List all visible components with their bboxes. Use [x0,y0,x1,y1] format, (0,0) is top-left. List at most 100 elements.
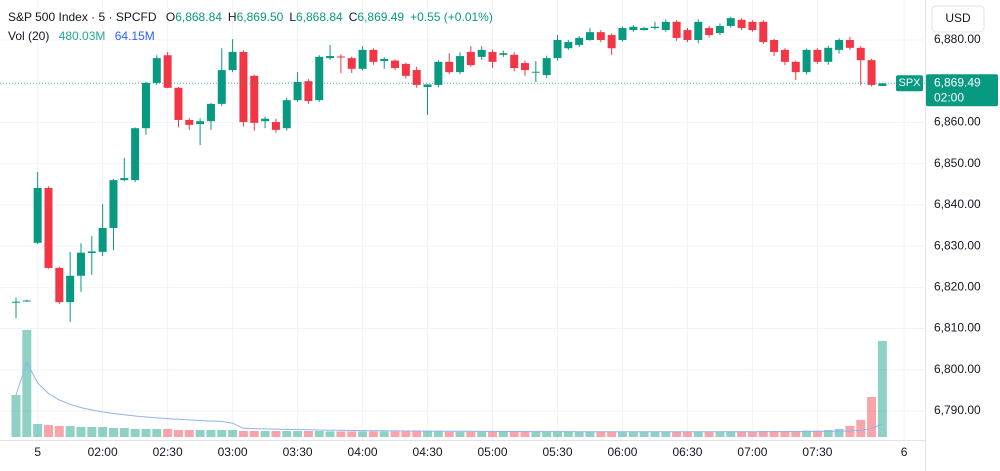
x-tick-label: 07:30 [802,445,832,459]
candle-body [163,55,172,88]
x-tick-label: 04:30 [413,445,443,459]
volume-value: 480.03M [59,29,106,43]
candle-body [141,82,150,129]
candles [12,16,887,322]
symbol-badge [896,75,923,92]
candle-body [66,275,75,303]
candle-body [434,61,443,85]
candle-body [694,21,703,40]
x-tick-label: 07:00 [737,445,767,459]
x-tick-label: 06:00 [607,445,637,459]
x-tick-label: 5 [34,445,41,459]
volume-bar [293,431,303,437]
volume-bar [228,430,238,437]
volume-bar [877,340,887,437]
volume-bar [531,431,541,437]
candle-body [228,51,237,71]
volume-bar [661,431,671,437]
x-tick-label: 6 [901,445,908,459]
volume-bar [509,431,519,437]
y-tick-label: 6,820.00 [934,279,981,293]
candle-body [391,60,400,69]
y-tick-label: 6,860.00 [934,115,981,129]
candle-body [575,37,584,45]
currency[interactable]: USD [945,11,971,25]
volume-bar [163,429,173,437]
candle-body [347,58,356,69]
volume-bar [271,431,281,437]
candle-body [466,51,475,66]
volume-bar [563,431,573,437]
volume-bar [585,431,595,437]
volume-bar [76,427,86,437]
field-value: 6,869.50 [237,10,284,24]
volume-bar [715,431,725,437]
volume-bar [33,424,43,437]
y-tick-label: 6,800.00 [934,362,981,376]
candle-body [22,300,31,302]
volume-title: Vol (20) [8,29,49,43]
header-line: S&P 500 Index · 5 · SPCFD O6,868.84 H6,86… [8,10,493,24]
candle-body [423,84,432,87]
candle-body [217,70,226,104]
candle-body [55,267,64,303]
candle-body [531,71,540,73]
candle-body [499,53,508,55]
volume-bar [867,397,877,437]
volume-bar [433,431,443,437]
price-badge [926,74,998,107]
candle-body [867,60,876,85]
candle-body [131,128,140,181]
volume-bar [812,430,822,437]
volume-bar [444,431,454,437]
volume-bar [747,431,757,437]
x-tick-label: 02:30 [153,445,183,459]
y-tick-label: 6,840.00 [934,197,981,211]
candle-body [715,25,724,33]
volume-bar [520,431,530,437]
candle-body [412,70,421,85]
candle-body [705,28,714,36]
candle-body [596,32,605,40]
volume-bar [390,431,400,437]
candle-body [510,54,519,69]
candle-body [304,81,313,101]
volume-bar [141,429,151,437]
y-tick-label: 6,880.00 [934,32,981,46]
candle-body [585,32,594,40]
candle-body [358,49,367,69]
candle-body [445,61,454,73]
volume-bar [195,430,205,437]
candle-body [607,35,616,49]
candle-body [564,42,573,49]
currency-button[interactable] [931,5,985,33]
candle-body [271,122,280,130]
field-key: C [349,10,358,24]
volume-bar [65,426,75,437]
field-value: 6,868.84 [296,10,343,24]
volume-bar [206,430,216,437]
candle-body [456,56,465,73]
volume-pane [11,330,887,437]
volume-bar [466,431,476,437]
candle-body [521,63,530,71]
volume-bar [650,431,660,437]
volume-bar [217,430,227,437]
x-tick-label: 02:00 [88,445,118,459]
volume-bar [498,431,508,437]
candle-body [683,30,692,40]
volume-bar [43,425,53,437]
volume-bar [780,431,790,437]
volume-bar [726,431,736,437]
candle-body [401,63,410,76]
candle-body [759,21,768,43]
candle-body [748,21,757,31]
volume-bar [412,431,422,437]
candle-body [813,49,822,62]
candle-body [672,21,681,38]
candle-body [640,28,649,31]
candle-body [661,21,670,31]
volume-bar [184,430,194,437]
